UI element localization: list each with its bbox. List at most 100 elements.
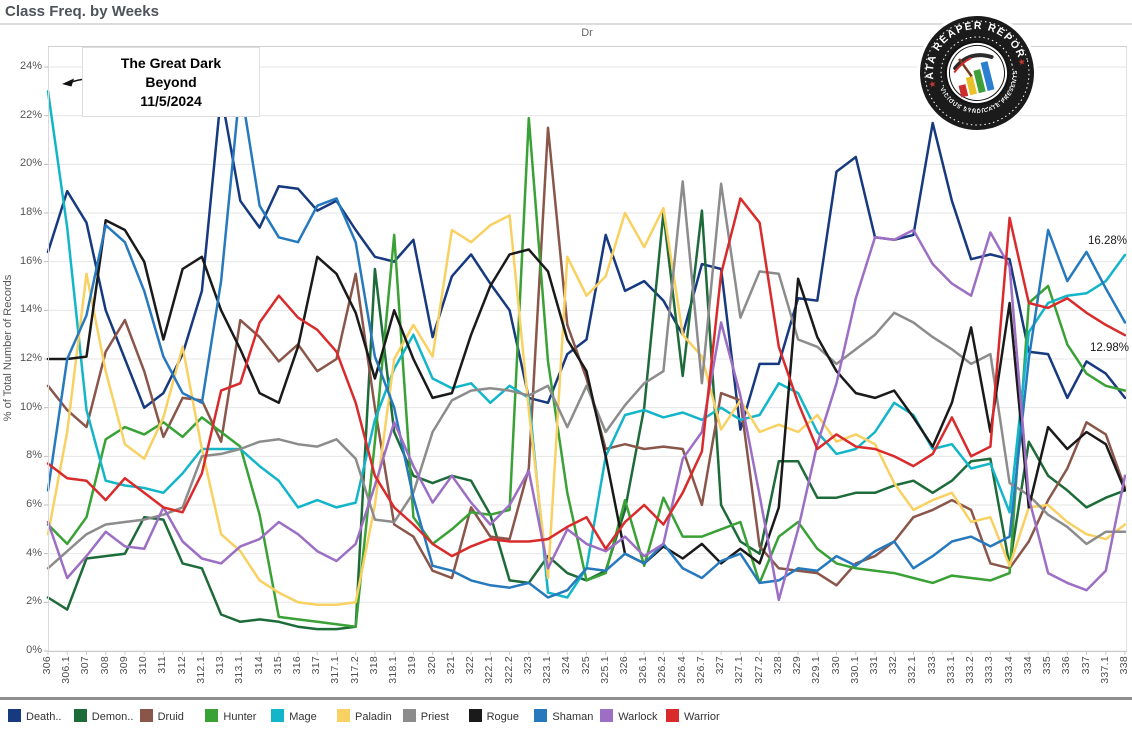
x-tick-label: 324 xyxy=(560,656,573,675)
series-line-death-knight[interactable] xyxy=(46,92,1127,431)
x-tick-label: 306.1 xyxy=(60,656,73,684)
x-tick-label: 327.2 xyxy=(752,656,765,684)
y-axis-line xyxy=(48,47,49,651)
x-tick-label: 336 xyxy=(1060,656,1073,675)
legend-swatch-death-knight xyxy=(8,709,21,722)
logo-scythe-accent xyxy=(953,57,972,74)
legend-item-warrior[interactable]: Warrior xyxy=(666,707,720,725)
logo-star-right-icon: ★ xyxy=(1017,56,1027,68)
legend-label: Hunter xyxy=(223,711,257,723)
x-tick-label: 325.1 xyxy=(598,656,611,684)
x-tick-label: 311 xyxy=(156,656,169,674)
logo-bar-blue xyxy=(980,61,995,91)
x-tick-label: 333 xyxy=(925,656,938,675)
logo-bar-green xyxy=(973,69,986,94)
x-tick-label: 320 xyxy=(425,656,438,675)
legend-swatch-paladin xyxy=(337,709,350,722)
legend-swatch-rogue xyxy=(468,709,482,722)
x-tick-label: 338 xyxy=(1118,656,1130,675)
series-line-rogue[interactable] xyxy=(46,219,1127,565)
legend-item-paladin[interactable]: Paladin xyxy=(337,707,392,725)
legend-swatch-warrior xyxy=(666,709,679,722)
legend-swatch-hunter xyxy=(205,709,219,722)
annotation-line-2: Beyond xyxy=(145,74,197,90)
x-tick-label: 323.1 xyxy=(541,656,554,684)
annotation-line-1: The Great Dark xyxy=(120,55,222,71)
x-tick-label: 326 xyxy=(617,656,630,675)
logo-inner-ring xyxy=(949,45,1005,101)
x-tick-label: 317 xyxy=(310,656,323,675)
x-tick-label: 318 xyxy=(367,656,380,675)
logo-bar-yellow xyxy=(965,76,977,96)
x-tick-label: 315 xyxy=(271,656,284,675)
x-tick-label: 328 xyxy=(771,656,784,675)
x-tick-label: 333.1 xyxy=(944,656,957,684)
x-tick-label: 327 xyxy=(714,656,727,675)
legend-label: Demon.. xyxy=(91,711,134,723)
x-tick-label: 312.1 xyxy=(194,656,207,684)
legend-label: Death.. xyxy=(26,711,62,723)
legend-item-warlock[interactable]: Warlock xyxy=(600,707,658,725)
x-tick-label: 332.1 xyxy=(906,656,919,684)
x-tick-label: 326.4 xyxy=(675,656,688,684)
x-tick-label: 312 xyxy=(175,656,188,675)
series-line-paladin[interactable] xyxy=(46,206,1127,607)
plot-right-border xyxy=(1126,47,1127,651)
legend-item-mage[interactable]: Mage xyxy=(271,707,317,725)
legend-item-death-knight[interactable]: Death.. xyxy=(8,707,61,725)
logo-scythe-blade-icon xyxy=(953,53,994,71)
x-tick-label: 329.1 xyxy=(810,656,823,684)
x-tick-label: 333.4 xyxy=(1002,656,1015,684)
legend-label: Priest xyxy=(420,711,449,723)
legend-label: Mage xyxy=(289,711,317,723)
horizontal-scrollbar[interactable] xyxy=(0,697,1132,700)
logo-scythe-handle-icon xyxy=(958,58,973,78)
x-tick-label: 318.1 xyxy=(387,656,400,684)
x-tick-label: 316 xyxy=(291,656,304,675)
legend-item-shaman[interactable]: Shaman xyxy=(534,707,593,725)
legend-item-hunter[interactable]: Hunter xyxy=(205,707,256,725)
x-tick-label: 322 xyxy=(464,656,477,675)
data-reaper-report-logo: DATA REAPER REPORT VICIOUS SYNDICATE PRE… xyxy=(913,9,1037,133)
legend-swatch-demon-hunter xyxy=(73,709,87,722)
series-line-druid[interactable] xyxy=(46,126,1127,587)
series-line-warlock[interactable] xyxy=(46,228,1127,602)
series-line-warrior[interactable] xyxy=(46,197,1127,558)
x-tick-label: 326.7 xyxy=(694,656,707,684)
annotation-arrow-head xyxy=(62,78,74,87)
legend-item-demon-hunter[interactable]: Demon.. xyxy=(73,707,134,725)
x-tick-label: 317.2 xyxy=(348,656,361,684)
x-tick-label: 309 xyxy=(117,656,130,675)
x-tick-label: 322.1 xyxy=(483,656,496,684)
legend-item-rogue[interactable]: Rogue xyxy=(468,707,519,725)
x-tick-label: 321 xyxy=(444,656,457,675)
x-tick-label: 322.2 xyxy=(502,656,515,684)
x-tick-label: 330.1 xyxy=(848,656,861,684)
chart-legend: Death.. Demon.. Druid Hunter Mage Paladin Prie… xyxy=(0,704,1132,730)
series-line-shaman[interactable] xyxy=(46,82,1127,599)
annotation-line-3: 11/5/2024 xyxy=(140,93,202,109)
x-tick-label: 337 xyxy=(1079,656,1092,675)
legend-label: Paladin xyxy=(355,711,392,723)
legend-label: Warrior xyxy=(684,711,720,723)
legend-swatch-mage xyxy=(271,709,285,722)
x-axis-line xyxy=(48,651,1127,652)
title-divider xyxy=(0,23,1132,25)
legend-swatch-druid xyxy=(139,709,153,722)
x-tick-label: 333.3 xyxy=(983,656,996,684)
logo-bar-red xyxy=(958,84,969,98)
x-tick-label: 333.2 xyxy=(964,656,977,684)
logo-star-left-icon: ★ xyxy=(927,78,937,90)
legend-item-druid[interactable]: Druid xyxy=(139,707,184,725)
legend-swatch-priest xyxy=(402,709,416,722)
annotation-box[interactable]: The Great Dark Beyond 11/5/2024 xyxy=(82,47,260,117)
x-tick-label: 334 xyxy=(1021,656,1034,675)
x-tick-label: 319 xyxy=(406,656,419,675)
series-line-priest[interactable] xyxy=(46,180,1127,570)
legend-label: Shaman xyxy=(552,711,594,723)
legend-item-priest[interactable]: Priest xyxy=(402,707,449,725)
series-line-hunter[interactable] xyxy=(46,116,1127,628)
series-line-mage[interactable] xyxy=(46,90,1127,599)
x-tick-label: 326.2 xyxy=(656,656,669,684)
